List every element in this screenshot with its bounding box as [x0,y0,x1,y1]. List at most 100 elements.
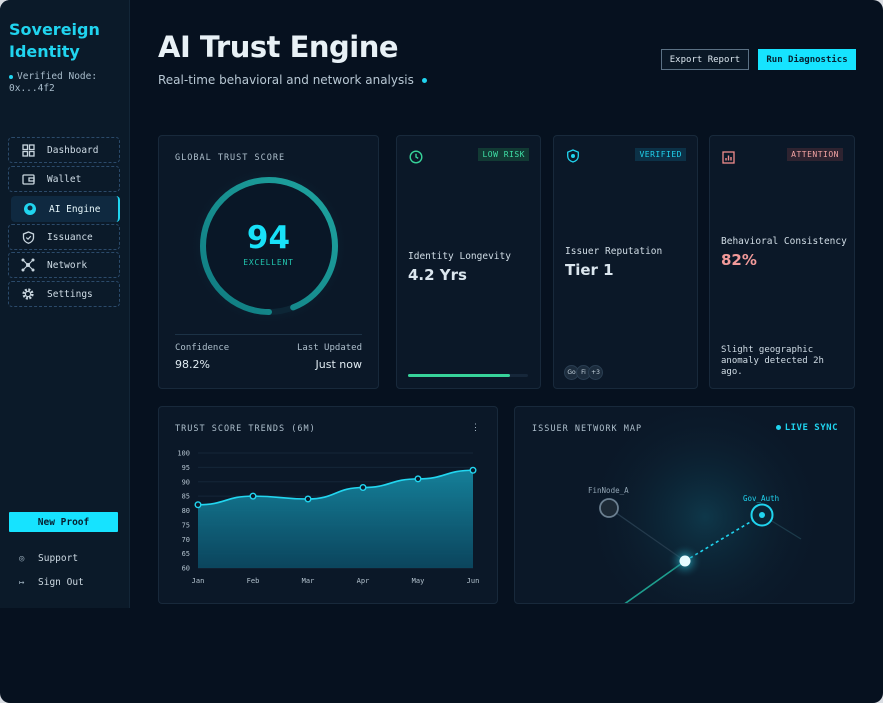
gov-auth-core [759,512,765,518]
longevity-label: Identity Longevity [408,251,511,262]
confidence-label: Confidence [175,343,230,353]
x-tick-label: Mar [302,577,315,585]
sidebar-item-dashboard[interactable]: Dashboard [8,137,120,163]
sidebar-item-wallet[interactable]: Wallet [8,166,120,192]
export-report-button[interactable]: Export Report [661,49,749,70]
trends-title: TRUST SCORE TRENDS (6M) [175,424,316,434]
y-tick-label: 80 [182,507,190,515]
y-tick-label: 85 [182,493,190,501]
data-point [469,466,477,474]
finnode-a-label: FinNode_A [588,486,629,495]
new-proof-button[interactable]: New Proof [9,512,118,532]
clock-icon [409,149,423,168]
page-subtitle-text: Real-time behavioral and network analysi… [158,73,414,87]
trend-line [197,469,474,506]
divider [175,334,362,335]
longevity-progress-track [408,374,528,377]
live-dot-icon [421,78,427,83]
data-point [194,501,202,509]
trust-score-rating: EXCELLENT [243,258,294,267]
sidebar-item-label: Dashboard [47,144,99,156]
logout-icon: ↦ [19,577,25,588]
sidebar-item-network[interactable]: Network [8,252,120,278]
data-point [249,492,257,500]
sidebar-item-label: Issuance [47,231,93,243]
live-sync-label: LIVE SYNC [784,423,838,433]
network-icon [21,258,35,272]
verified-shield-icon [566,148,580,167]
reputation-card: VERIFIED Issuer Reputation Tier 1 Go Fi … [553,135,698,389]
brand-title: Sovereign Identity [9,20,100,61]
data-point [359,483,367,491]
gear-icon [21,287,35,301]
sidebar-item-settings[interactable]: Settings [8,281,120,307]
more-options-icon[interactable]: ⋮ [471,423,480,433]
live-sync-indicator: LIVE SYNC [775,423,838,433]
y-tick-label: 70 [182,536,190,544]
y-tick-label: 100 [177,450,190,458]
wallet-icon [21,172,35,186]
reputation-label: Issuer Reputation [565,246,663,257]
sidebar-item-ai-engine[interactable]: AI Engine [11,196,120,222]
longevity-progress-fill [408,374,510,377]
data-point [304,495,312,503]
network-map-title: ISSUER NETWORK MAP [532,424,643,434]
trust-score-card: GLOBAL TRUST SCORE 94 EXCELLENT Confiden… [158,135,379,389]
trends-card: TRUST SCORE TRENDS (6M) ⋮ 60 65 70 75 80 85 90… [158,406,498,604]
last-updated-value: Just now [315,358,362,371]
sidebar-item-issuance[interactable]: Issuance [8,224,120,250]
trust-score-value: 94 [246,220,291,256]
run-diagnostics-button[interactable]: Run Diagnostics [758,49,856,70]
y-tick-label: 90 [182,478,190,486]
sign-out-label: Sign Out [38,577,84,588]
status-dot-icon [9,74,13,79]
sidebar-item-label: Wallet [47,173,82,185]
behavior-value: 82% [721,251,757,269]
low-risk-badge: LOW RISK [478,148,529,161]
hub-node[interactable] [679,555,691,567]
y-tick-label: 60 [182,565,190,573]
trust-score-label: GLOBAL TRUST SCORE [175,153,286,163]
live-dot-icon [775,425,781,430]
x-tick-label: Feb [247,577,260,585]
bar-chart-icon [722,149,735,168]
last-updated-label: Last Updated [296,343,362,353]
support-link[interactable]: ◎ Support [19,553,78,564]
sign-out-link[interactable]: ↦ Sign Out [19,577,84,588]
y-tick-label: 65 [182,550,190,558]
attention-badge: ATTENTION [787,148,843,161]
data-point [414,475,422,483]
trend-area [198,470,473,568]
y-tick-label: 95 [182,464,190,472]
gov-auth-label: Gov_Auth [743,494,780,503]
network-glow [580,407,830,603]
trust-gauge [189,171,349,321]
sidebar-item-label: AI Engine [49,203,101,215]
page-subtitle: Real-time behavioral and network analysi… [158,73,427,87]
network-graph [580,407,830,603]
behavior-label: Behavioral Consistency [721,236,847,247]
anomaly-note: Slight geographic anomaly detected 2h ag… [721,345,824,377]
node-status-text: Verified Node: 0x...4f2 [9,71,98,94]
finnode-a-node[interactable] [599,498,619,518]
x-tick-label: Apr [357,577,370,585]
y-tick-label: 75 [182,521,190,529]
support-label: Support [38,553,79,564]
sidebar-item-label: Network [47,259,88,271]
page-title: AI Trust Engine [158,30,399,64]
x-tick-label: Jun [467,577,480,585]
sidebar: Sovereign Identity Verified Node: 0x...4… [0,0,130,608]
behavior-card: ATTENTION Behavioral Consistency 82% Sli… [709,135,855,389]
sidebar-item-label: Settings [47,288,93,300]
verified-badge: VERIFIED [635,148,686,161]
issuer-avatars: Go Fi +3 [564,365,603,380]
shield-icon [21,230,35,244]
longevity-value: 4.2 Yrs [408,266,467,284]
node-status: Verified Node: 0x...4f2 [9,71,129,95]
confidence-value: 98.2% [175,358,210,371]
network-map-card: ISSUER NETWORK MAP LIVE SYNC FinNode_A G… [514,406,855,604]
trend-chart: 60 65 70 75 80 85 90 95 100 Jan Feb Mar Apr May Jun [177,450,480,586]
x-tick-label: May [412,577,425,585]
avatar-more: +3 [588,365,603,380]
